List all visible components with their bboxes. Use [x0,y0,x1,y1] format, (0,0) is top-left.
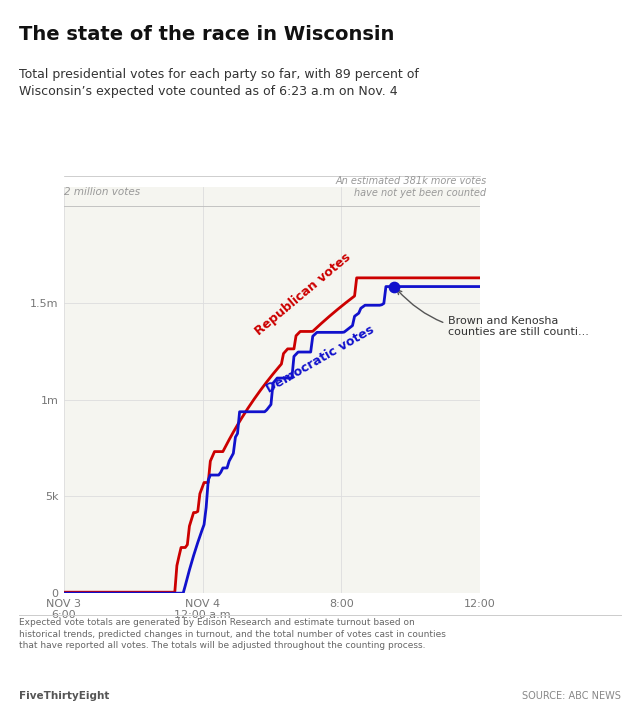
Point [389,281,399,293]
Text: Republican votes: Republican votes [253,250,353,338]
Text: The state of the race in Wisconsin: The state of the race in Wisconsin [19,25,395,44]
Text: Total presidential votes for each party so far, with 89 percent of
Wisconsin’s e: Total presidential votes for each party … [19,68,419,99]
Text: FiveThirtyEight: FiveThirtyEight [19,691,109,701]
Text: Brown and Kenosha
counties are still counti...: Brown and Kenosha counties are still cou… [397,290,589,337]
Text: SOURCE: ABC NEWS: SOURCE: ABC NEWS [522,691,621,701]
Text: Democratic votes: Democratic votes [264,324,377,396]
Text: Expected vote totals are generated by Edison Research and estimate turnout based: Expected vote totals are generated by Ed… [19,618,446,650]
Text: An estimated 381k more votes
have not yet been counted: An estimated 381k more votes have not ye… [335,176,486,198]
Text: 2 million votes: 2 million votes [64,187,140,196]
